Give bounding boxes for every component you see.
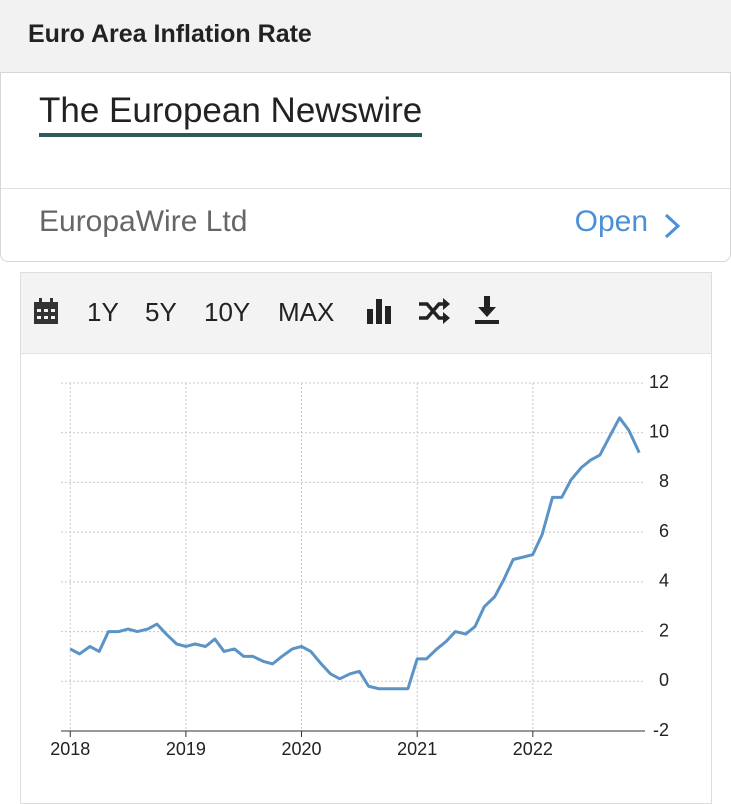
x-tick-label: 2021	[397, 739, 437, 759]
separator	[1, 188, 730, 189]
ad-advertiser: EuropaWire Ltd	[39, 205, 248, 238]
range-button[interactable]: 10Y	[204, 297, 251, 327]
range-button[interactable]: MAX	[278, 297, 335, 327]
x-tick-label: 2020	[282, 739, 322, 759]
y-tick-label: 0	[659, 670, 669, 690]
y-tick-label: 4	[659, 571, 669, 591]
y-tick-label: 2	[659, 620, 669, 640]
y-tick-label: 8	[659, 471, 669, 491]
data-line	[69, 416, 641, 691]
bar-chart-icon[interactable]	[367, 297, 393, 325]
header-title: Euro Area Inflation Rate	[28, 20, 312, 48]
shuffle-icon[interactable]	[417, 297, 451, 325]
range-button[interactable]: 1Y	[87, 297, 119, 327]
open-button[interactable]: Open	[574, 205, 648, 238]
x-tick-label: 2019	[166, 739, 206, 759]
toolbar: 1Y 5Y 10Y MAX	[21, 273, 711, 354]
download-icon[interactable]	[473, 295, 501, 325]
ad-card[interactable]: The European Newswire EuropaWire Ltd Ope…	[0, 72, 731, 262]
ad-title[interactable]: The European Newswire	[39, 91, 423, 137]
y-tick-label: -2	[653, 720, 669, 740]
range-button[interactable]: 5Y	[145, 297, 177, 327]
y-tick-label: 12	[649, 372, 669, 392]
header: Euro Area Inflation Rate	[0, 0, 731, 72]
x-tick-label: 2018	[50, 739, 90, 759]
y-tick-label: 10	[649, 421, 669, 441]
x-tick-label: 2022	[513, 739, 553, 759]
chevron-icon[interactable]	[662, 211, 682, 241]
calendar-icon[interactable]	[33, 297, 59, 325]
y-tick-label: 6	[659, 521, 669, 541]
